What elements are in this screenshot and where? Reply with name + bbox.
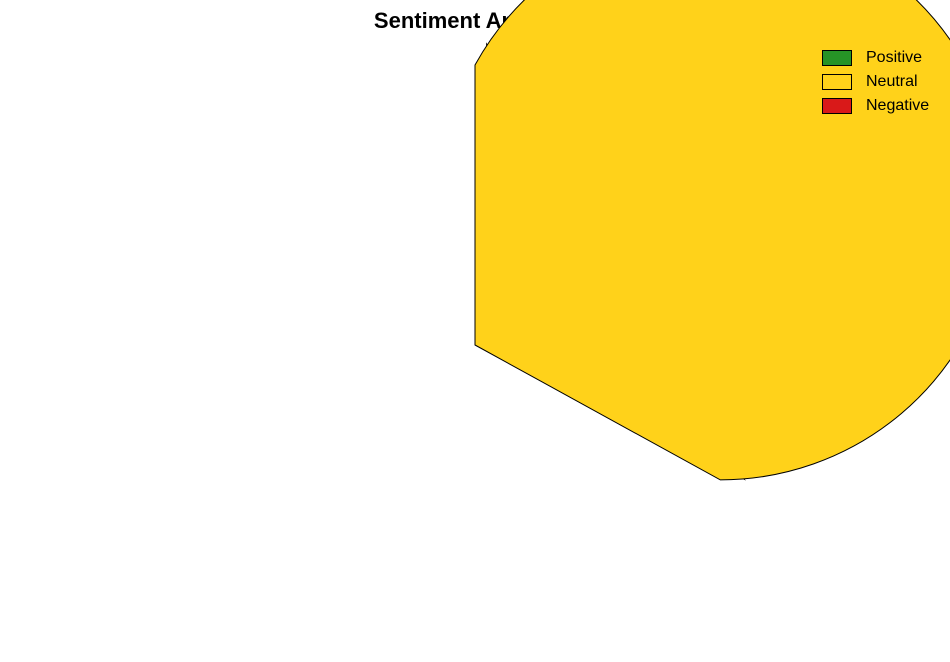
legend-label-positive: Positive [866, 49, 922, 67]
legend-swatch-negative [822, 98, 852, 114]
chart-container: Sentiment Analysis 16.1%16.9%67.0% Posit… [0, 0, 950, 662]
legend: Positive Neutral Negative [822, 46, 929, 118]
pie-chart: 16.1%16.9%67.0% [0, 0, 950, 662]
slice-label-neutral: 67.0% [300, 422, 351, 442]
legend-label-neutral: Neutral [866, 73, 918, 91]
legend-item-neutral: Neutral [822, 70, 929, 94]
legend-item-negative: Negative [822, 94, 929, 118]
legend-item-positive: Positive [822, 46, 929, 70]
legend-label-negative: Negative [866, 97, 929, 115]
legend-swatch-neutral [822, 74, 852, 90]
legend-swatch-positive [822, 50, 852, 66]
